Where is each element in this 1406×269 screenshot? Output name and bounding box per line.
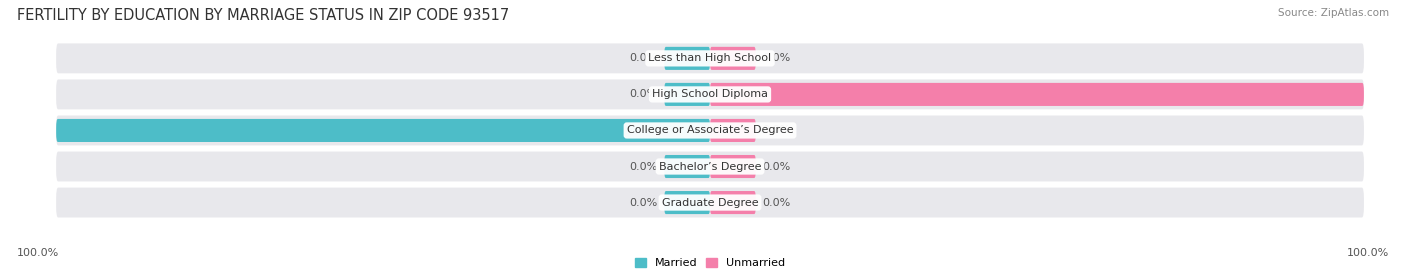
Text: 0.0%: 0.0% bbox=[630, 161, 658, 172]
Text: 0.0%: 0.0% bbox=[630, 53, 658, 63]
Text: 0.0%: 0.0% bbox=[630, 197, 658, 208]
FancyBboxPatch shape bbox=[56, 187, 1364, 218]
Text: 0.0%: 0.0% bbox=[630, 89, 658, 100]
FancyBboxPatch shape bbox=[56, 151, 1364, 182]
FancyBboxPatch shape bbox=[710, 47, 756, 70]
Text: Graduate Degree: Graduate Degree bbox=[662, 197, 758, 208]
FancyBboxPatch shape bbox=[710, 155, 756, 178]
Text: Less than High School: Less than High School bbox=[648, 53, 772, 63]
FancyBboxPatch shape bbox=[56, 79, 1364, 109]
FancyBboxPatch shape bbox=[710, 83, 1364, 106]
FancyBboxPatch shape bbox=[664, 83, 710, 106]
FancyBboxPatch shape bbox=[56, 43, 1364, 73]
Text: 0.0%: 0.0% bbox=[762, 161, 790, 172]
Text: 0.0%: 0.0% bbox=[762, 125, 790, 136]
Text: 100.0%: 100.0% bbox=[1374, 89, 1406, 100]
FancyBboxPatch shape bbox=[56, 115, 1364, 146]
Text: 100.0%: 100.0% bbox=[0, 125, 46, 136]
Text: 100.0%: 100.0% bbox=[17, 248, 59, 258]
Text: Bachelor’s Degree: Bachelor’s Degree bbox=[659, 161, 761, 172]
FancyBboxPatch shape bbox=[664, 191, 710, 214]
FancyBboxPatch shape bbox=[664, 47, 710, 70]
Text: 0.0%: 0.0% bbox=[762, 53, 790, 63]
Text: 0.0%: 0.0% bbox=[762, 197, 790, 208]
Text: College or Associate’s Degree: College or Associate’s Degree bbox=[627, 125, 793, 136]
Text: FERTILITY BY EDUCATION BY MARRIAGE STATUS IN ZIP CODE 93517: FERTILITY BY EDUCATION BY MARRIAGE STATU… bbox=[17, 8, 509, 23]
Text: High School Diploma: High School Diploma bbox=[652, 89, 768, 100]
FancyBboxPatch shape bbox=[710, 191, 756, 214]
FancyBboxPatch shape bbox=[56, 119, 710, 142]
FancyBboxPatch shape bbox=[664, 155, 710, 178]
Legend: Married, Unmarried: Married, Unmarried bbox=[630, 253, 790, 269]
FancyBboxPatch shape bbox=[710, 119, 756, 142]
Text: 100.0%: 100.0% bbox=[1347, 248, 1389, 258]
Text: Source: ZipAtlas.com: Source: ZipAtlas.com bbox=[1278, 8, 1389, 18]
